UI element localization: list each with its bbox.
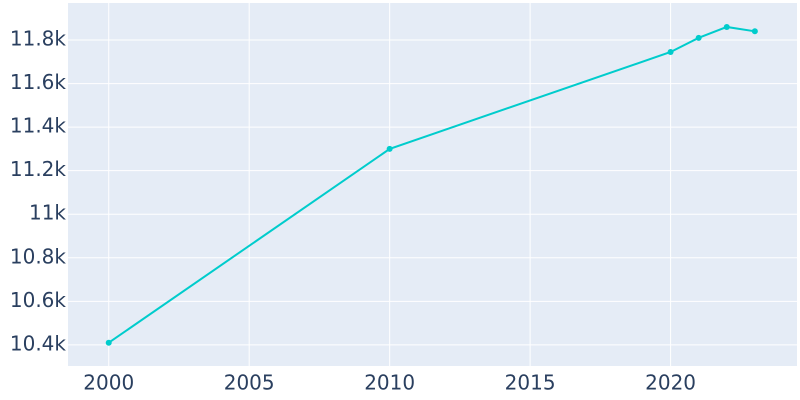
line: [108, 25, 756, 344]
x-tick-label: 2000: [83, 371, 134, 395]
plot-background: [68, 3, 797, 366]
y-tick-label: 10.8k: [10, 244, 67, 268]
x-tick-label: 2005: [224, 371, 275, 395]
y-tick-label: 11.8k: [10, 27, 67, 51]
x-tick-label: 2010: [364, 371, 415, 395]
y-tick-label: 11.6k: [10, 70, 67, 94]
x-tick-label: 2015: [505, 371, 556, 395]
point: [386, 145, 393, 152]
point: [723, 23, 730, 30]
y-tick-label: 10.4k: [10, 331, 67, 355]
y-tick-label: 11.4k: [10, 114, 67, 138]
point: [751, 28, 758, 35]
y-tick-label: 11.2k: [10, 157, 67, 181]
y-tick-label: 11k: [29, 201, 66, 225]
y-tick-label: 10.6k: [10, 288, 67, 312]
point: [667, 48, 674, 55]
point: [695, 34, 702, 41]
x-tick-label: 2020: [645, 371, 696, 395]
point: [105, 339, 112, 346]
